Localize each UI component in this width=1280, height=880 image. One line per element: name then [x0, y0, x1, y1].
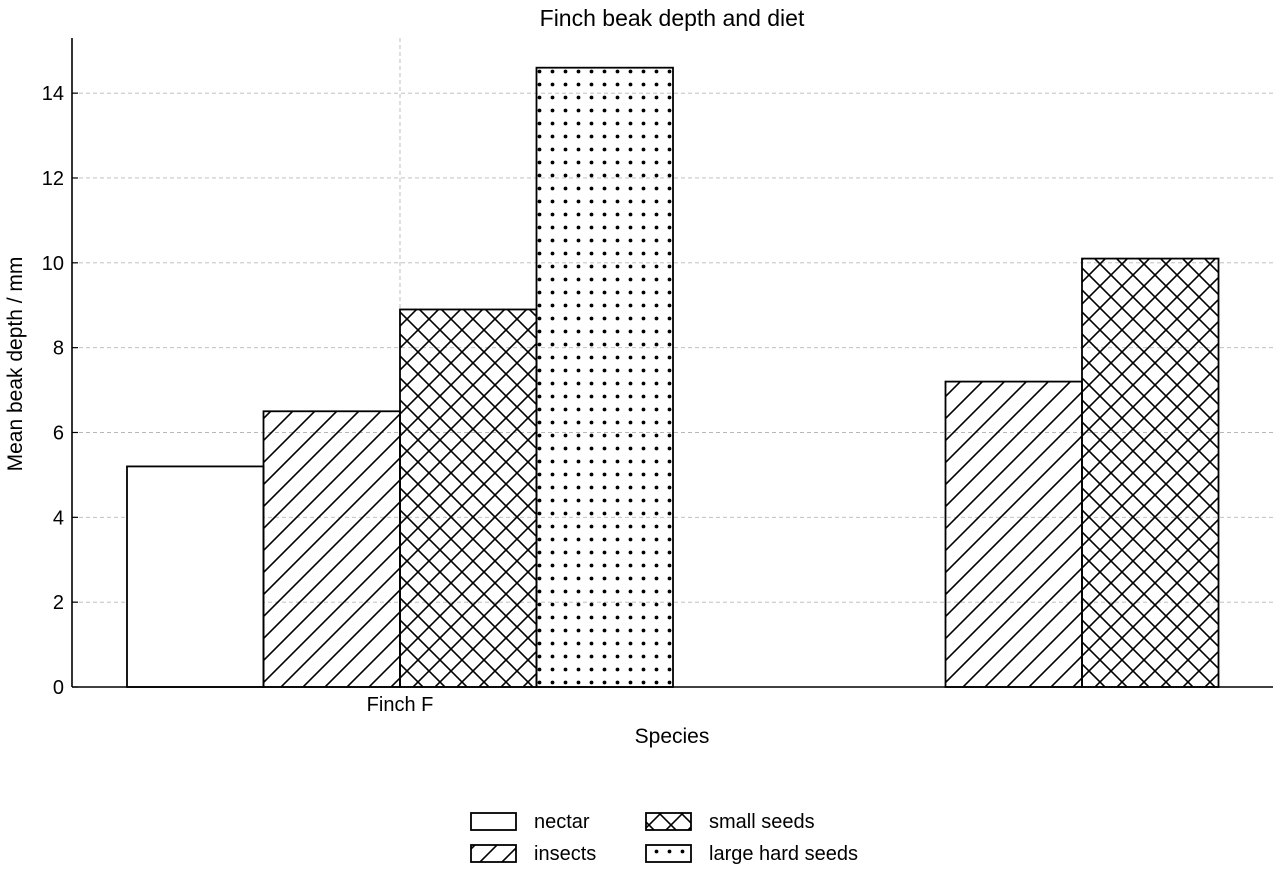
bar-group1-nectar [126, 465, 265, 688]
y-tick-label-10: 10 [42, 253, 64, 275]
x-axis-title: Species [635, 725, 710, 748]
y-tick-label-12: 12 [42, 168, 64, 190]
bar-group2-small-seeds [1081, 257, 1220, 688]
y-axis-title: Mean beak depth / mm [4, 257, 27, 472]
legend-label-insects: insects [534, 843, 596, 865]
legend: nectar insects small seeds large hard seeds [470, 811, 858, 865]
y-tick-label-6: 6 [53, 422, 64, 444]
bars [126, 66, 1220, 688]
y-tick-label-2: 2 [53, 592, 64, 614]
legend-label-large-hard-seeds: large hard seeds [709, 843, 858, 865]
x-tick-label-finch-f: Finch F [367, 694, 434, 716]
axes [71, 38, 1273, 688]
chart-title: Finch beak depth and diet [540, 5, 805, 31]
y-ticks: 0 2 4 6 8 10 12 14 [42, 83, 78, 699]
legend-label-nectar: nectar [534, 811, 590, 833]
y-tick-label-14: 14 [42, 83, 64, 105]
legend-swatch-large-hard-seeds [645, 844, 692, 863]
legend-swatch-insects [470, 844, 517, 863]
legend-swatch-small-seeds [645, 812, 692, 831]
bar-group1-large-hard-seeds [535, 66, 674, 688]
bar-group1-small-seeds [399, 308, 538, 688]
y-tick-label-0: 0 [53, 677, 64, 699]
legend-label-small-seeds: small seeds [709, 811, 815, 833]
y-tick-label-4: 4 [53, 507, 64, 529]
legend-swatch-nectar [470, 812, 517, 831]
bar-group1-insects [262, 410, 401, 688]
y-tick-label-8: 8 [53, 338, 64, 360]
x-ticks: Finch F [367, 694, 434, 716]
bar-group2-insects [944, 380, 1083, 688]
